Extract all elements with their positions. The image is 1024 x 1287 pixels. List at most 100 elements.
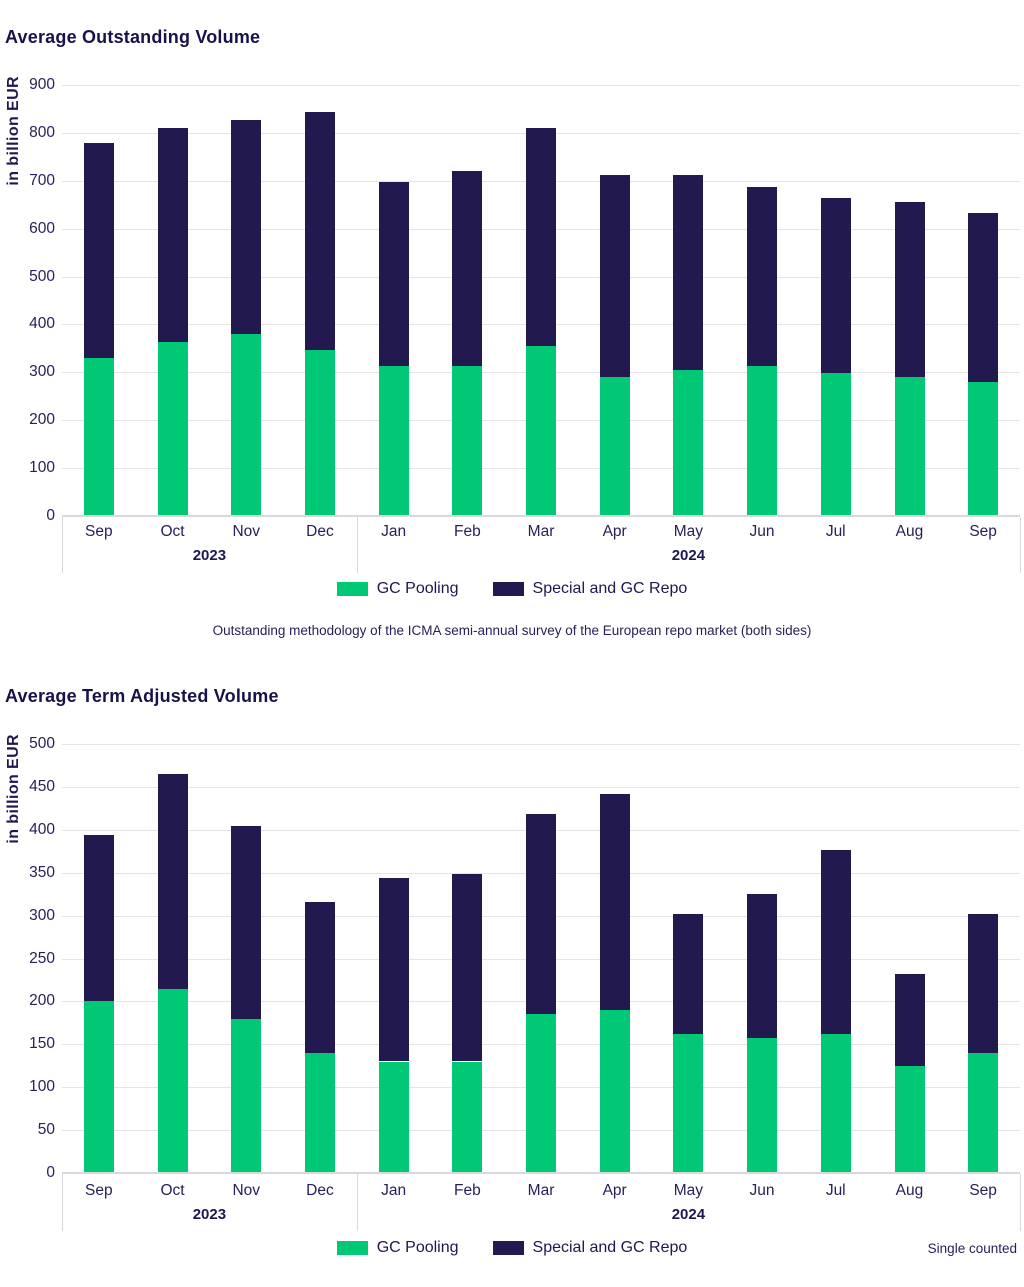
bar-segment-special-gc-repo (157, 774, 188, 990)
gridline (62, 1087, 1020, 1089)
axis-group-separator (1020, 1174, 1021, 1231)
bar-segment-special-gc-repo (304, 112, 335, 350)
x-tick-label: Aug (895, 523, 924, 540)
x-tick-label: Jul (825, 1182, 846, 1199)
year-group-label: 2024 (671, 547, 706, 564)
bar-segment-special-gc-repo (83, 143, 114, 358)
gridline (62, 829, 1020, 831)
x-tick-label: Feb (453, 1182, 481, 1199)
bar-segment-gc-pooling (599, 377, 630, 516)
bar-segment-gc-pooling (452, 1061, 483, 1173)
y-tick-label: 250 (29, 949, 55, 967)
bar-segment-gc-pooling (157, 989, 188, 1173)
y-tick-label: 200 (29, 411, 55, 429)
x-tick-label: Jun (749, 523, 775, 540)
bar-segment-gc-pooling (83, 1001, 114, 1173)
bar-segment-gc-pooling (304, 349, 335, 516)
y-tick-label: 150 (29, 1035, 55, 1053)
bar-segment-gc-pooling (231, 334, 262, 516)
x-tick-label: Apr (602, 1182, 627, 1199)
bar-segment-gc-pooling (747, 1038, 778, 1173)
bar-segment-gc-pooling (673, 1034, 704, 1173)
bar-segment-special-gc-repo (894, 973, 925, 1066)
gridline (62, 85, 1020, 86)
bar-segment-special-gc-repo (820, 850, 851, 1034)
y-axis-label-outstanding: in billion EUR (5, 76, 22, 186)
x-tick-label: Nov (232, 1182, 261, 1199)
bar-segment-special-gc-repo (452, 873, 483, 1062)
x-tick-label: Jan (381, 523, 407, 540)
gridline (62, 1001, 1020, 1003)
gridline (62, 958, 1020, 960)
legend-label-special-repo: Special and GC Repo (532, 580, 688, 597)
bar-segment-special-gc-repo (378, 182, 409, 366)
year-group-label: 2024 (671, 1206, 706, 1223)
legend-outstanding: GC Pooling Special and GC Repo (0, 580, 1024, 598)
x-tick-label: Jul (825, 523, 846, 540)
bar-segment-special-gc-repo (378, 877, 409, 1062)
chart-title-outstanding-volume: Average Outstanding Volume (5, 27, 261, 47)
bar-segment-special-gc-repo (157, 128, 188, 343)
bar-segment-gc-pooling (968, 381, 999, 516)
gridline (62, 420, 1020, 422)
x-tick-label: Sep (969, 1182, 997, 1199)
gridline (62, 915, 1020, 917)
bar-segment-special-gc-repo (83, 834, 114, 1002)
legend-swatch-special-repo (492, 582, 524, 596)
bar-segment-gc-pooling (968, 1052, 999, 1173)
legend-label-gc-pooling: GC Pooling (376, 1239, 459, 1256)
bar-segment-gc-pooling (894, 377, 925, 516)
legend-swatch-gc-pooling (336, 1241, 368, 1255)
bar-segment-gc-pooling (673, 369, 704, 516)
x-tick-label: Oct (160, 523, 185, 540)
x-tick-label: Dec (306, 1182, 334, 1199)
legend-label-special-repo: Special and GC Repo (532, 1239, 688, 1256)
y-tick-label: 400 (29, 315, 55, 333)
bar-segment-special-gc-repo (673, 175, 704, 370)
bar-segment-gc-pooling (378, 365, 409, 516)
bar-segment-gc-pooling (526, 1014, 556, 1173)
y-tick-label: 50 (37, 1121, 55, 1139)
gridline (62, 744, 1020, 745)
y-tick-label: 100 (29, 459, 55, 477)
x-tick-label: Feb (453, 523, 481, 540)
bar-segment-special-gc-repo (304, 901, 335, 1053)
legend-swatch-gc-pooling (336, 582, 368, 596)
gridline (62, 324, 1020, 326)
x-tick-label: Jan (381, 1182, 407, 1199)
bar-segment-gc-pooling (83, 358, 114, 516)
gridline (62, 872, 1020, 874)
bar-segment-gc-pooling (526, 346, 556, 516)
x-tick-label: Jun (749, 1182, 775, 1199)
bar-segment-gc-pooling (747, 365, 778, 516)
y-tick-label: 300 (29, 363, 55, 381)
bar-segment-special-gc-repo (747, 186, 778, 366)
bar-segment-gc-pooling (378, 1061, 409, 1173)
bar-segment-special-gc-repo (820, 197, 851, 374)
chart-footnote: Outstanding methodology of the ICMA semi… (212, 623, 812, 638)
bar-segment-special-gc-repo (599, 793, 630, 1010)
legend-term-adjusted: GC Pooling Special and GC Repo (0, 1239, 1024, 1257)
x-tick-label: Aug (895, 1182, 924, 1199)
x-tick-label: Sep (969, 523, 997, 540)
legend-item-special-repo: Special and GC Repo (492, 1239, 688, 1257)
x-tick-label: Mar (527, 523, 555, 540)
gridline (62, 372, 1020, 374)
x-tick-label: Mar (527, 1182, 555, 1199)
x-tick-label: Oct (160, 1182, 185, 1199)
legend-item-gc-pooling: GC Pooling (336, 580, 459, 598)
bar-segment-special-gc-repo (894, 201, 925, 378)
axis-group-separator (356, 1174, 358, 1231)
bar-segment-gc-pooling (820, 1034, 851, 1173)
single-counted-note: Single counted (927, 1241, 1017, 1256)
y-tick-label: 0 (46, 507, 55, 524)
year-group-label: 2023 (192, 547, 227, 564)
gridline (62, 468, 1020, 470)
legend-swatch-special-repo (492, 1241, 524, 1255)
bar-segment-special-gc-repo (968, 213, 999, 382)
bar-segment-gc-pooling (820, 373, 851, 516)
bar-segment-gc-pooling (231, 1018, 262, 1173)
